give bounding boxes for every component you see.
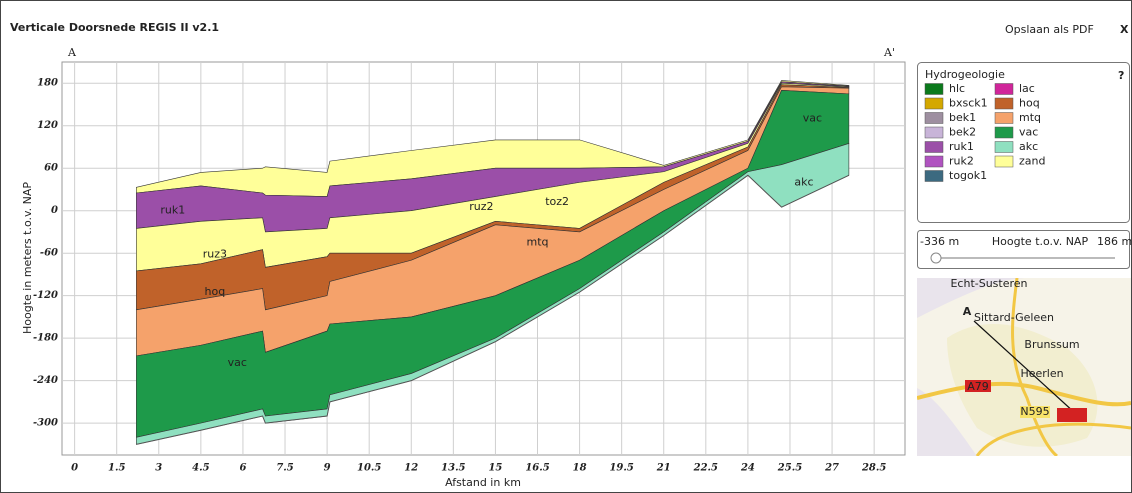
map-label: A79 [967, 380, 989, 393]
legend-swatch [994, 97, 1014, 110]
plot: 180 120 60 0 -60 -120 -180 -240 -300 0 1.5 3 4.5 6 7.5… [33, 62, 905, 474]
map-label: Sittard-Geleen [974, 311, 1054, 324]
legend-swatch [924, 126, 944, 139]
x-tick-label: 21 [656, 463, 671, 474]
layer-label: akc [794, 175, 813, 188]
legend-swatch [994, 112, 1014, 124]
road-shield [965, 380, 991, 392]
marker-a-prime: A' [883, 46, 895, 59]
slider-label: Hoogte t.o.v. NAP [992, 235, 1089, 248]
road-shield [1057, 408, 1087, 422]
legend-label: hoq [1019, 97, 1040, 110]
x-tick-label: 27 [824, 463, 839, 474]
map-label: A [963, 305, 972, 318]
x-tick-label: 0 [71, 463, 78, 474]
section-line [973, 320, 1076, 414]
x-tick-label: 25.5 [777, 463, 802, 474]
legend-swatch [994, 155, 1014, 168]
y-tick-label: -120 [33, 290, 58, 301]
x-tick-label: 1.5 [108, 463, 125, 474]
x-tick-label: 19.5 [609, 463, 633, 474]
legend-swatch [924, 112, 944, 124]
y-tick-label: 120 [37, 120, 58, 131]
legend-swatch [994, 126, 1014, 139]
marker-a: A [67, 46, 77, 59]
legend-label: bek1 [949, 111, 976, 124]
layer-label: vac [803, 112, 822, 125]
legend-label: togok1 [949, 169, 987, 182]
x-tick-label: 3 [155, 463, 162, 474]
legend-label: bxsck1 [949, 97, 988, 110]
x-tick-label: 4.5 [192, 463, 209, 474]
x-tick-label: 28.5 [861, 463, 886, 474]
layer-label: ruz3 [203, 248, 227, 261]
x-tick-label: 13.5 [441, 463, 465, 474]
x-tick-label: 24 [740, 463, 755, 474]
x-tick-label: 9 [324, 463, 331, 474]
layer-label: vac [228, 356, 247, 369]
close-button[interactable]: X [1120, 23, 1129, 36]
legend-label: zand [1019, 155, 1045, 168]
legend-swatch [924, 141, 944, 153]
title: Verticale Doorsnede REGIS II v2.1 [10, 21, 219, 34]
layer-label: ruk1 [160, 204, 185, 217]
layer-label: mtq [526, 236, 548, 249]
x-tick-label: 12 [404, 463, 418, 474]
x-tick-label: 6 [239, 463, 246, 474]
layer-label: toz2 [545, 195, 569, 208]
legend-swatch [924, 97, 944, 110]
legend-label: ruk1 [949, 140, 974, 153]
legend-panel [917, 62, 1130, 223]
x-tick-label: 15 [488, 463, 502, 474]
map-label: Brunssum [1024, 338, 1079, 351]
x-tick-label: 7.5 [276, 463, 293, 474]
slider-max: 186 m [1097, 235, 1132, 248]
x-tick-label: 16.5 [525, 463, 549, 474]
x-tick-label: 10.5 [357, 463, 381, 474]
legend-label: vac [1019, 126, 1038, 139]
map-road [917, 381, 1131, 407]
map-label: N595 [1020, 405, 1049, 418]
x-axis-label: Afstand in km [445, 476, 521, 489]
x-tick-label: 18 [573, 463, 587, 474]
legend-label: akc [1019, 140, 1038, 153]
legend-label: bek2 [949, 126, 976, 139]
map-road [1011, 278, 1058, 456]
y-tick-label: 180 [37, 78, 58, 89]
legend-swatch [924, 155, 944, 168]
legend-swatch [994, 83, 1014, 95]
y-tick-label: -180 [33, 333, 58, 344]
legend-swatch [924, 83, 944, 95]
map-label: Heerlen [1020, 367, 1063, 380]
legend-label: mtq [1019, 111, 1041, 124]
layer-label: hoq [205, 285, 226, 298]
legend-swatch [924, 170, 944, 182]
legend-label: lac [1019, 82, 1035, 95]
x-tick-label: 22.5 [693, 463, 718, 474]
slider-handle[interactable] [930, 252, 942, 264]
pdf-button[interactable]: Opslaan als PDF [1005, 23, 1094, 36]
map-labels: Echt-Susteren Sittard-Geleen Brunssum Heerl… [950, 277, 1079, 418]
map-label: Echt-Susteren [950, 277, 1027, 290]
map-road [975, 422, 1131, 456]
legend-label: ruk2 [949, 155, 974, 168]
legend-swatch [994, 141, 1014, 153]
map[interactable]: Echt-Susteren Sittard-Geleen Brunssum Heerl… [917, 277, 1131, 456]
base-line [136, 174, 850, 445]
y-tick-label: 0 [51, 205, 58, 216]
y-tick-label: -300 [33, 418, 58, 429]
help-icon[interactable]: ? [1118, 69, 1124, 82]
legend-title: Hydrogeologie [925, 68, 1005, 81]
road-shield [1020, 406, 1050, 418]
y-tick-label: -60 [40, 248, 58, 259]
layer-label: ruz2 [469, 200, 493, 213]
y-axis-label: Hoogte in meters t.o.v. NAP [21, 182, 34, 334]
slider-min: -336 m [920, 235, 959, 248]
legend-label: hlc [949, 82, 965, 95]
y-tick-label: -240 [33, 375, 58, 386]
y-tick-label: 60 [44, 163, 58, 174]
